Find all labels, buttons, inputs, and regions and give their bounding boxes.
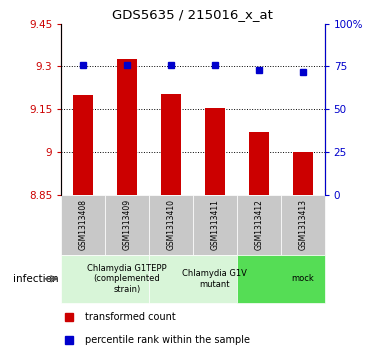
Text: GSM1313413: GSM1313413 [298, 199, 307, 250]
Bar [149, 195, 193, 254]
Text: mock: mock [291, 274, 314, 283]
Text: percentile rank within the sample: percentile rank within the sample [85, 335, 250, 345]
Text: infection: infection [13, 274, 59, 284]
Text: Chlamydia G1V
mutant: Chlamydia G1V mutant [183, 269, 247, 289]
Bar [73, 95, 93, 195]
Bar [61, 195, 105, 254]
Text: GSM1313408: GSM1313408 [79, 199, 88, 250]
Bar [205, 108, 225, 195]
Bar [161, 94, 181, 195]
Text: Chlamydia G1TEPP
(complemented
strain): Chlamydia G1TEPP (complemented strain) [87, 264, 167, 294]
Bar [293, 152, 312, 195]
Bar [281, 195, 325, 254]
Text: transformed count: transformed count [85, 312, 176, 322]
Bar [61, 254, 149, 303]
Text: GSM1313409: GSM1313409 [122, 199, 132, 250]
Bar [149, 254, 237, 303]
Bar [249, 132, 269, 195]
Bar [117, 59, 137, 195]
Bar [193, 195, 237, 254]
Title: GDS5635 / 215016_x_at: GDS5635 / 215016_x_at [112, 8, 273, 21]
Bar [237, 254, 325, 303]
Bar [237, 195, 281, 254]
Text: GSM1313410: GSM1313410 [167, 199, 175, 250]
Text: GSM1313412: GSM1313412 [254, 199, 263, 250]
Bar [105, 195, 149, 254]
Text: GSM1313411: GSM1313411 [210, 199, 219, 250]
